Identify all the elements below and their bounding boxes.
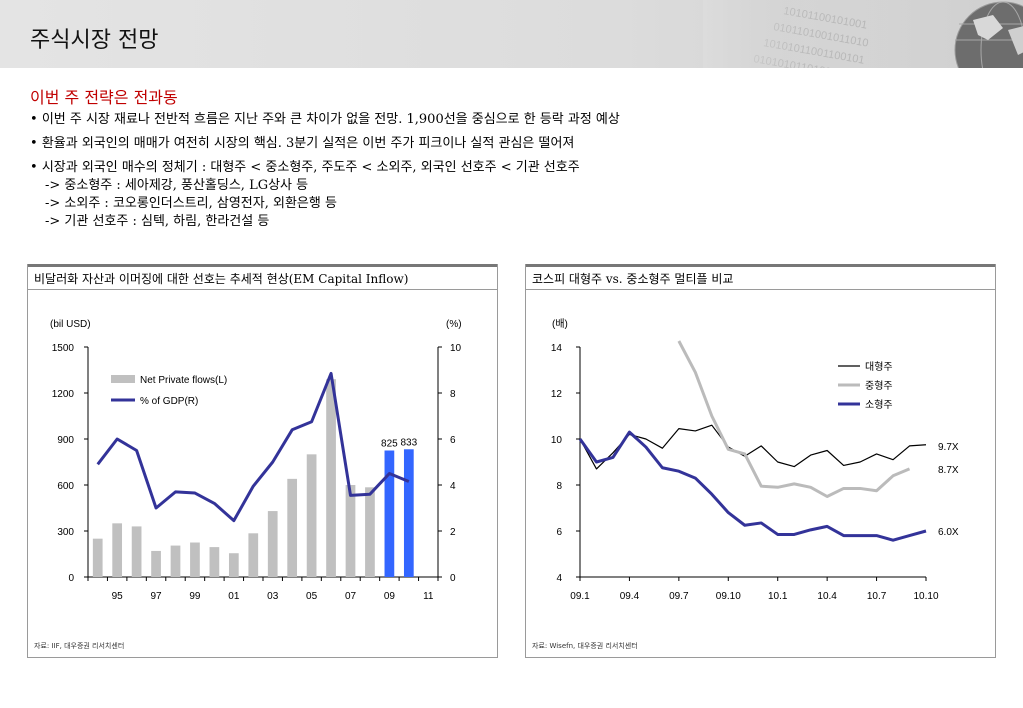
x-tick-label: 95 <box>112 591 124 602</box>
legend-label: Net Private flows(L) <box>140 375 227 386</box>
y-tick-label: 6 <box>556 527 562 538</box>
bullet-text: 환율과 외국인의 매매가 여전히 시장의 핵심. 3분기 실적은 이번 주가 피… <box>41 136 575 151</box>
y2-tick-label: 0 <box>450 573 456 584</box>
multiple-comparison-chart: (배) 4 6 8 10 12 14 09.1 09.4 09.7 09.10 10.1 10.4 10.… <box>551 318 959 602</box>
x-tick-label: 10.10 <box>913 591 938 602</box>
y2-tick-label: 4 <box>450 481 456 492</box>
legend-label: 소형주 <box>865 399 893 411</box>
y-tick-label: 4 <box>556 573 562 584</box>
y2-tick-label: 6 <box>450 435 456 446</box>
legend-label: 중형주 <box>865 380 893 392</box>
sub-line: -> 소외주 : 코오롱인더스트리, 삼영전자, 외환은행 등 <box>45 196 337 211</box>
y-tick-label: 1200 <box>52 389 75 400</box>
bar <box>403 449 414 577</box>
left-axis-label: (bil USD) <box>50 319 91 330</box>
y-tick-label: 10 <box>551 435 563 446</box>
sub-line: -> 중소형주 : 세아제강, 풍산홀딩스, LG상사 등 <box>45 178 309 193</box>
large-cap-line <box>579 424 927 470</box>
bar <box>209 547 220 577</box>
end-value-label: 9.7X <box>938 442 959 453</box>
bar <box>190 542 200 577</box>
bar <box>131 526 142 577</box>
bar <box>306 454 317 577</box>
bar <box>92 538 103 577</box>
right-chart-panel: 코스피 대형주 vs. 중소형주 멀티플 비교 (배) 4 6 8 10 12 14 09.1… <box>525 264 996 658</box>
capital-inflow-chart: (bil USD) (%) 0 300 600 900 1200 1500 0 2 4 6 8 10 95 9… <box>50 319 462 602</box>
right-chart-title: 코스피 대형주 vs. 중소형주 멀티플 비교 <box>526 264 995 290</box>
x-tick-label: 10.1 <box>768 591 788 602</box>
y-tick-label: 1500 <box>52 343 75 354</box>
bullet-text: 이번 주 시장 재료나 전반적 흐름은 지난 주와 큰 차이가 없을 전망. 1… <box>41 112 620 127</box>
x-tick-label: 97 <box>150 591 162 602</box>
x-tick-label: 09.1 <box>570 591 590 602</box>
x-tick-label: 99 <box>189 591 201 602</box>
bar <box>365 487 375 577</box>
end-value-label: 6.0X <box>938 527 959 538</box>
bar <box>228 553 239 577</box>
legend-label: % of GDP(R) <box>140 396 198 407</box>
bar <box>326 379 336 577</box>
strategy-bullets: • 이번 주 시장 재료나 전반적 흐름은 지난 주와 큰 차이가 없을 전망.… <box>30 111 620 231</box>
legend-label: 대형주 <box>865 361 893 373</box>
x-tick-label: 05 <box>306 591 318 602</box>
strategy-title: 이번 주 전략은 전과동 <box>30 88 178 107</box>
bullet-text: 시장과 외국인 매수의 정체기 : 대형주 < 중소형주, 주도주 < 소외주,… <box>41 160 580 175</box>
y-tick-label: 8 <box>556 481 562 492</box>
page-header: 주식시장 전망 10101100101001 0101101001011010 … <box>0 0 1023 68</box>
left-chart-panel: 비달러화 자산과 이머징에 대한 선호는 추세적 현상(EM Capital I… <box>27 264 498 658</box>
bar <box>287 478 298 577</box>
x-tick-label: 09.10 <box>716 591 741 602</box>
x-tick-label: 09 <box>384 591 396 602</box>
left-chart-source: 자료: IIF, 대우증권 리서치센터 <box>34 642 125 650</box>
bar <box>267 511 278 577</box>
y-axis-label: (배) <box>552 318 568 330</box>
bar <box>248 533 259 577</box>
x-tick-label: 07 <box>345 591 357 602</box>
mid-cap-line <box>677 340 911 498</box>
page-title: 주식시장 전망 <box>30 28 159 53</box>
x-tick-label: 09.7 <box>669 591 689 602</box>
end-value-label: 8.7X <box>938 465 959 476</box>
bar <box>151 550 161 577</box>
y2-tick-label: 8 <box>450 389 456 400</box>
globe-graphic: 10101100101001 0101101001011010 10101011… <box>703 0 1023 68</box>
y-tick-label: 900 <box>57 435 74 446</box>
y2-tick-label: 10 <box>450 343 462 354</box>
right-chart-source: 자료: Wisefn, 대우증권 리서치센터 <box>532 642 638 650</box>
sub-line: -> 기관 선호주 : 심텍, 하림, 한라건설 등 <box>45 214 270 229</box>
y-tick-label: 600 <box>57 481 74 492</box>
y-tick-label: 300 <box>57 527 74 538</box>
right-axis-label: (%) <box>446 319 462 330</box>
y-tick-label: 12 <box>551 389 563 400</box>
bar <box>112 523 123 577</box>
gdp-line <box>96 371 410 523</box>
bar <box>345 485 356 577</box>
bar <box>384 450 395 577</box>
bar-data-label: 833 <box>400 437 417 448</box>
x-tick-label: 10.7 <box>867 591 887 602</box>
y-tick-label: 0 <box>68 573 74 584</box>
small-cap-line <box>578 430 927 542</box>
x-tick-label: 09.4 <box>620 591 640 602</box>
y-tick-label: 14 <box>551 343 563 354</box>
x-tick-label: 01 <box>228 591 240 602</box>
bullet-item: • 이번 주 시장 재료나 전반적 흐름은 지난 주와 큰 차이가 없을 전망.… <box>30 112 620 127</box>
bar <box>170 545 181 577</box>
x-tick-label: 11 <box>423 591 434 602</box>
bullet-item: • 환율과 외국인의 매매가 여전히 시장의 핵심. 3분기 실적은 이번 주가… <box>30 136 575 151</box>
bar-data-label: 825 <box>381 439 398 450</box>
x-tick-label: 03 <box>267 591 279 602</box>
y2-tick-label: 2 <box>450 527 456 538</box>
legend-swatch-bar <box>111 375 135 383</box>
x-tick-label: 10.4 <box>817 591 837 602</box>
left-chart-title: 비달러화 자산과 이머징에 대한 선호는 추세적 현상(EM Capital I… <box>28 264 497 290</box>
bullet-item: • 시장과 외국인 매수의 정체기 : 대형주 < 중소형주, 주도주 < 소외… <box>30 160 580 175</box>
